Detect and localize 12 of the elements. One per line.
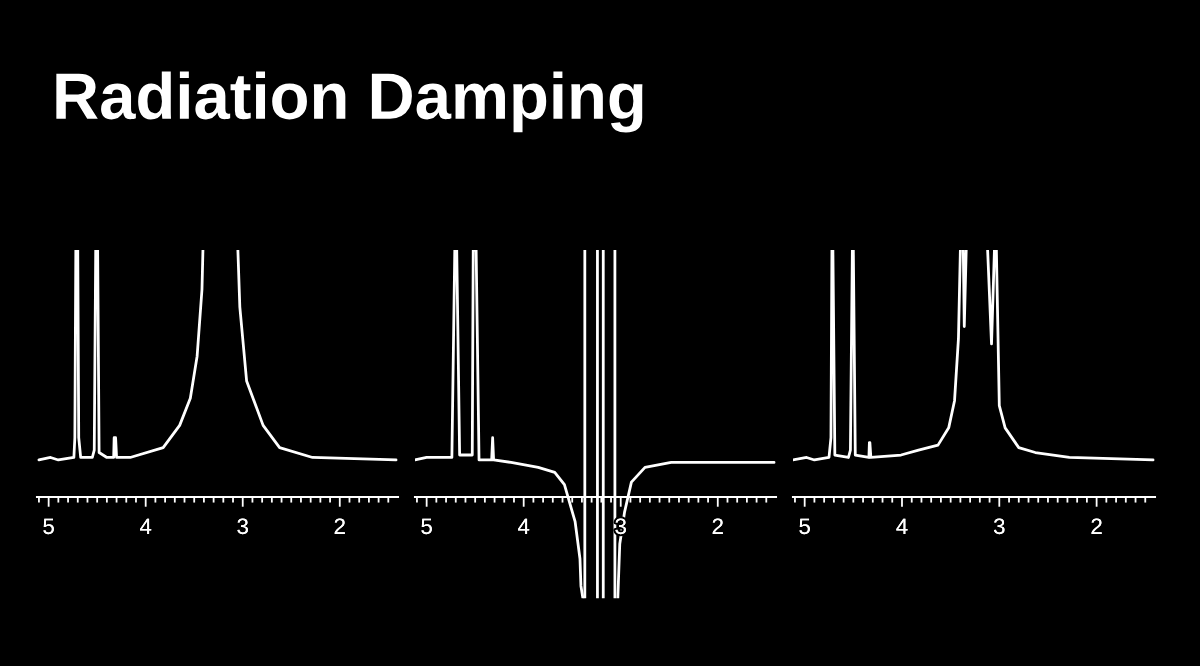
chart-title: Radiation Damping <box>56 71 643 133</box>
x-tick-label: 4 <box>518 518 530 534</box>
x-tick-label: 2 <box>712 518 723 534</box>
x-tick-label: 5 <box>421 518 432 535</box>
x-tick-label: 3 <box>237 518 248 535</box>
x-tick-label: 2 <box>1091 518 1102 534</box>
x-tick-label: 4 <box>140 518 152 534</box>
x-tick-label: 5 <box>799 518 810 535</box>
x-tick-label: 2 <box>334 518 345 534</box>
x-tick-label: 3 <box>993 518 1005 535</box>
x-tick-label: 4 <box>896 518 908 534</box>
x-tick-label: 5 <box>43 518 54 535</box>
